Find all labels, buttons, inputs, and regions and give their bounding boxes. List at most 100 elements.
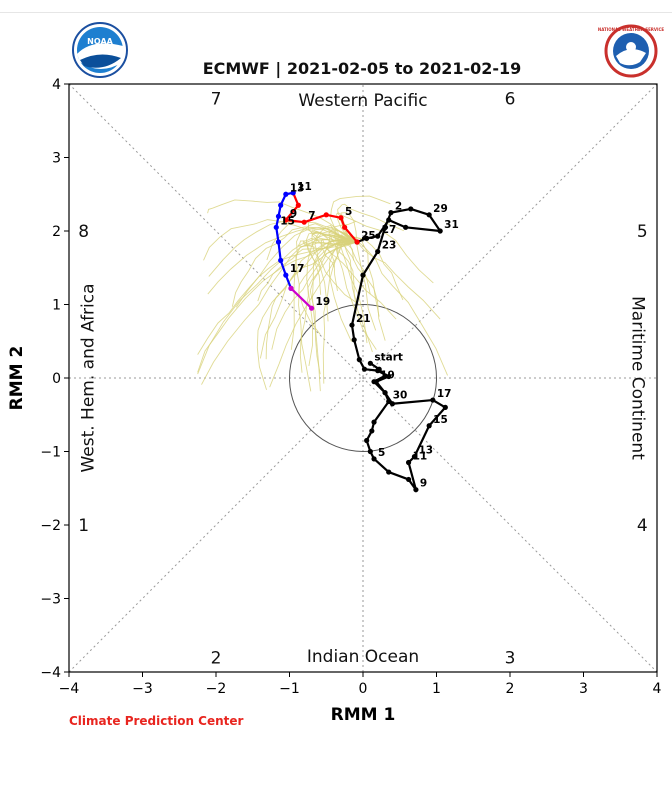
data-point-observed: [408, 206, 414, 212]
point-label: start: [374, 351, 403, 363]
data-point-forecast_end: [308, 305, 315, 311]
ensemble-member-line: [297, 237, 358, 248]
point-label: 31: [444, 219, 459, 231]
ensemble-member-line: [208, 221, 358, 277]
ensemble-member-line: [305, 232, 358, 269]
national-weather-service-logo: NATIONAL WEATHER SERVICE: [598, 24, 665, 78]
data-point-observed: [375, 248, 381, 255]
point-label: 9: [420, 478, 427, 490]
data-point-observed: [411, 454, 418, 460]
data-point-observed: [360, 272, 366, 278]
x-tick-label: 3: [579, 681, 588, 697]
ensemble-member-line: [311, 220, 358, 243]
data-point-observed: [405, 476, 412, 483]
data-point-forecast_week1: [283, 217, 289, 223]
data-point-observed: [386, 373, 392, 380]
point-label: 2: [395, 201, 402, 213]
data-point-forecast_week1: [323, 212, 329, 218]
point-label: 19: [380, 370, 395, 382]
data-point-observed: [367, 448, 373, 455]
point-label: 11: [297, 181, 312, 193]
region-label-west-hem-africa: West. Hem. and Africa: [78, 283, 98, 472]
point-label: 15: [280, 215, 295, 227]
ensemble-member-line: [207, 199, 358, 243]
diagonal-line: [68, 83, 658, 673]
noaa-logo: NOAA: [72, 22, 128, 78]
credit-text: Climate Prediction Center: [69, 714, 244, 728]
point-label: 7: [308, 210, 315, 222]
point-label: 25: [361, 230, 376, 242]
rmm-trajectories: [273, 190, 448, 493]
unit-circle: [289, 304, 437, 452]
data-point-observed: [388, 210, 394, 216]
region-label-maritime-continent: Maritime Continent: [628, 296, 648, 460]
data-point-forecast_week1: [338, 215, 344, 221]
data-point-forecast_end: [288, 285, 294, 291]
x-tick-label: −1: [279, 681, 300, 697]
point-label: 19: [316, 296, 331, 308]
data-point-observed: [373, 379, 379, 385]
region-label-indian-ocean: Indian Ocean: [307, 647, 419, 667]
data-point-observed: [375, 368, 381, 374]
ensemble-member-line: [336, 212, 434, 284]
svg-text:NATIONAL WEATHER SERVICE: NATIONAL WEATHER SERVICE: [598, 27, 665, 32]
x-tick-label: 4: [653, 681, 662, 697]
point-label: 9: [290, 208, 297, 220]
series-line-forecast_end: [290, 287, 313, 309]
data-point-observed: [386, 469, 392, 475]
top-divider: [0, 12, 672, 13]
data-point-forecast_week2: [275, 213, 282, 219]
data-point-forecast_week2: [283, 191, 289, 197]
point-label: 17: [290, 263, 305, 275]
data-point-observed: [371, 419, 377, 425]
data-point-observed: [430, 397, 436, 403]
x-tick-label: −4: [59, 681, 80, 697]
phase-guides: [68, 83, 658, 673]
ensemble-member-line: [197, 241, 358, 355]
x-axis-ticks: −4 −3 −2 −1 0 1 2 3 4: [59, 672, 662, 697]
y-tick-label: −3: [40, 592, 61, 608]
point-label: 30: [393, 390, 408, 402]
phase-number: 8: [78, 222, 89, 242]
x-tick-label: −2: [206, 681, 227, 697]
data-point-forecast_week2: [275, 239, 282, 245]
y-tick-label: 3: [52, 151, 61, 167]
y-tick-label: 4: [52, 77, 61, 93]
data-point-forecast_week1: [354, 239, 360, 245]
data-point-observed: [382, 390, 388, 396]
data-point-forecast_week2: [283, 272, 289, 278]
data-point-observed: [371, 456, 377, 462]
point-label: 27: [382, 224, 397, 236]
x-axis-label: RMM 1: [331, 705, 396, 725]
data-point-observed: [367, 360, 373, 366]
data-point-observed: [389, 401, 395, 407]
data-point-forecast_week2: [278, 257, 284, 263]
data-point-observed: [403, 224, 409, 230]
data-point-observed: [426, 423, 432, 429]
data-point-observed: [351, 337, 357, 343]
point-label: 15: [433, 414, 448, 426]
series-line-observed: [350, 207, 447, 491]
data-point-observed: [405, 459, 412, 466]
phase-number: 4: [637, 516, 648, 536]
point-label: 21: [356, 313, 371, 325]
x-tick-label: 1: [432, 681, 441, 697]
point-label: 29: [433, 203, 448, 215]
y-tick-label: −1: [40, 445, 61, 461]
point-label: 13: [290, 182, 305, 194]
phase-number: 6: [505, 90, 516, 110]
point-label: 11: [413, 451, 428, 463]
x-tick-label: 0: [359, 681, 368, 697]
chart-title: ECMWF | 2021-02-05 to 2021-02-19: [203, 59, 522, 79]
point-label: 5: [378, 447, 385, 459]
point-label: 23: [382, 240, 397, 252]
data-point-observed: [364, 437, 370, 444]
data-point-observed: [437, 228, 443, 234]
data-point-observed: [386, 217, 392, 223]
data-point-observed: [426, 212, 432, 218]
data-point-forecast_week1: [301, 219, 307, 225]
y-tick-label: 2: [52, 224, 61, 240]
